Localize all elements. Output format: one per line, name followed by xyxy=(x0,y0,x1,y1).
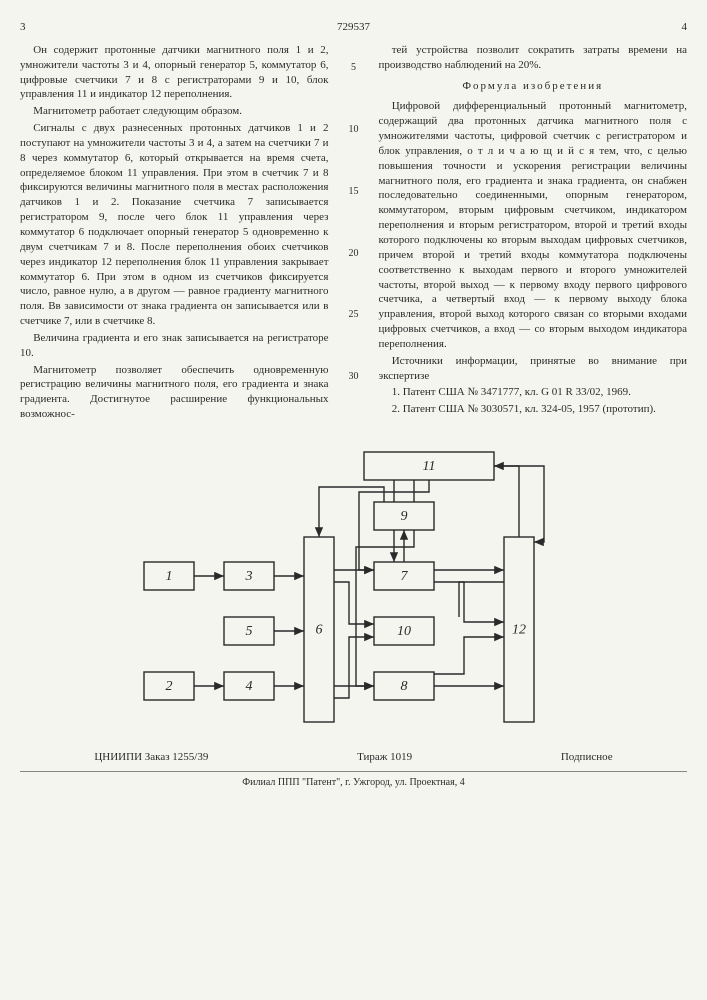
diagram-svg: 123456789101112 xyxy=(134,442,574,742)
page-left: 3 xyxy=(20,20,26,35)
svg-text:7: 7 xyxy=(400,569,408,584)
svg-text:1: 1 xyxy=(165,569,172,584)
para: Он содержит протонные датчики магнитного… xyxy=(20,43,329,102)
svg-text:9: 9 xyxy=(400,509,407,524)
svg-text:10: 10 xyxy=(397,624,411,639)
line-numbers: 5 10 15 20 25 30 xyxy=(347,43,361,424)
para: Величина градиента и его знак записывает… xyxy=(20,331,329,361)
para: Цифровой дифференциальный протонный магн… xyxy=(379,99,688,351)
para: Магнитометр работает следующим образом. xyxy=(20,104,329,119)
page-header: 3 729537 4 xyxy=(20,20,687,35)
doc-number: 729537 xyxy=(337,20,370,35)
ln: 5 xyxy=(347,61,361,75)
ln: 20 xyxy=(347,247,361,261)
ln: 15 xyxy=(347,185,361,199)
svg-text:12: 12 xyxy=(512,622,526,637)
footer-publisher: Филиал ППП "Патент", г. Ужгород, ул. Про… xyxy=(20,771,687,790)
svg-text:4: 4 xyxy=(245,679,252,694)
right-column: тей устройства позволит сократить затрат… xyxy=(379,43,688,424)
page-right: 4 xyxy=(682,20,688,35)
source: 2. Патент США № 3030571, кл. 324-05, 195… xyxy=(379,402,688,417)
svg-text:11: 11 xyxy=(422,459,435,474)
ln: 30 xyxy=(347,370,361,384)
footer-right: Подписное xyxy=(561,750,613,765)
block-diagram: 123456789101112 xyxy=(20,442,687,742)
sources-title: Источники информации, принятые во вниман… xyxy=(379,354,688,384)
ln: 10 xyxy=(347,123,361,137)
footer-center: Тираж 1019 xyxy=(357,750,412,765)
para: Сигналы с двух разнесенных протонных дат… xyxy=(20,121,329,329)
formula-title: Формула изобретения xyxy=(379,79,688,94)
svg-text:6: 6 xyxy=(315,622,322,637)
left-column: Он содержит протонные датчики магнитного… xyxy=(20,43,329,424)
source: 1. Патент США № 3471777, кл. G 01 R 33/0… xyxy=(379,385,688,400)
svg-text:2: 2 xyxy=(165,679,172,694)
svg-text:5: 5 xyxy=(245,624,252,639)
para: Магнитометр позволяет обеспечить одновре… xyxy=(20,363,329,422)
text-columns: Он содержит протонные датчики магнитного… xyxy=(20,43,687,424)
svg-text:3: 3 xyxy=(244,569,252,584)
footer-left: ЦНИИПИ Заказ 1255/39 xyxy=(94,750,208,765)
para: тей устройства позволит сократить затрат… xyxy=(379,43,688,73)
footer-line: ЦНИИПИ Заказ 1255/39 Тираж 1019 Подписно… xyxy=(20,750,687,765)
svg-text:8: 8 xyxy=(400,679,407,694)
ln: 25 xyxy=(347,308,361,322)
